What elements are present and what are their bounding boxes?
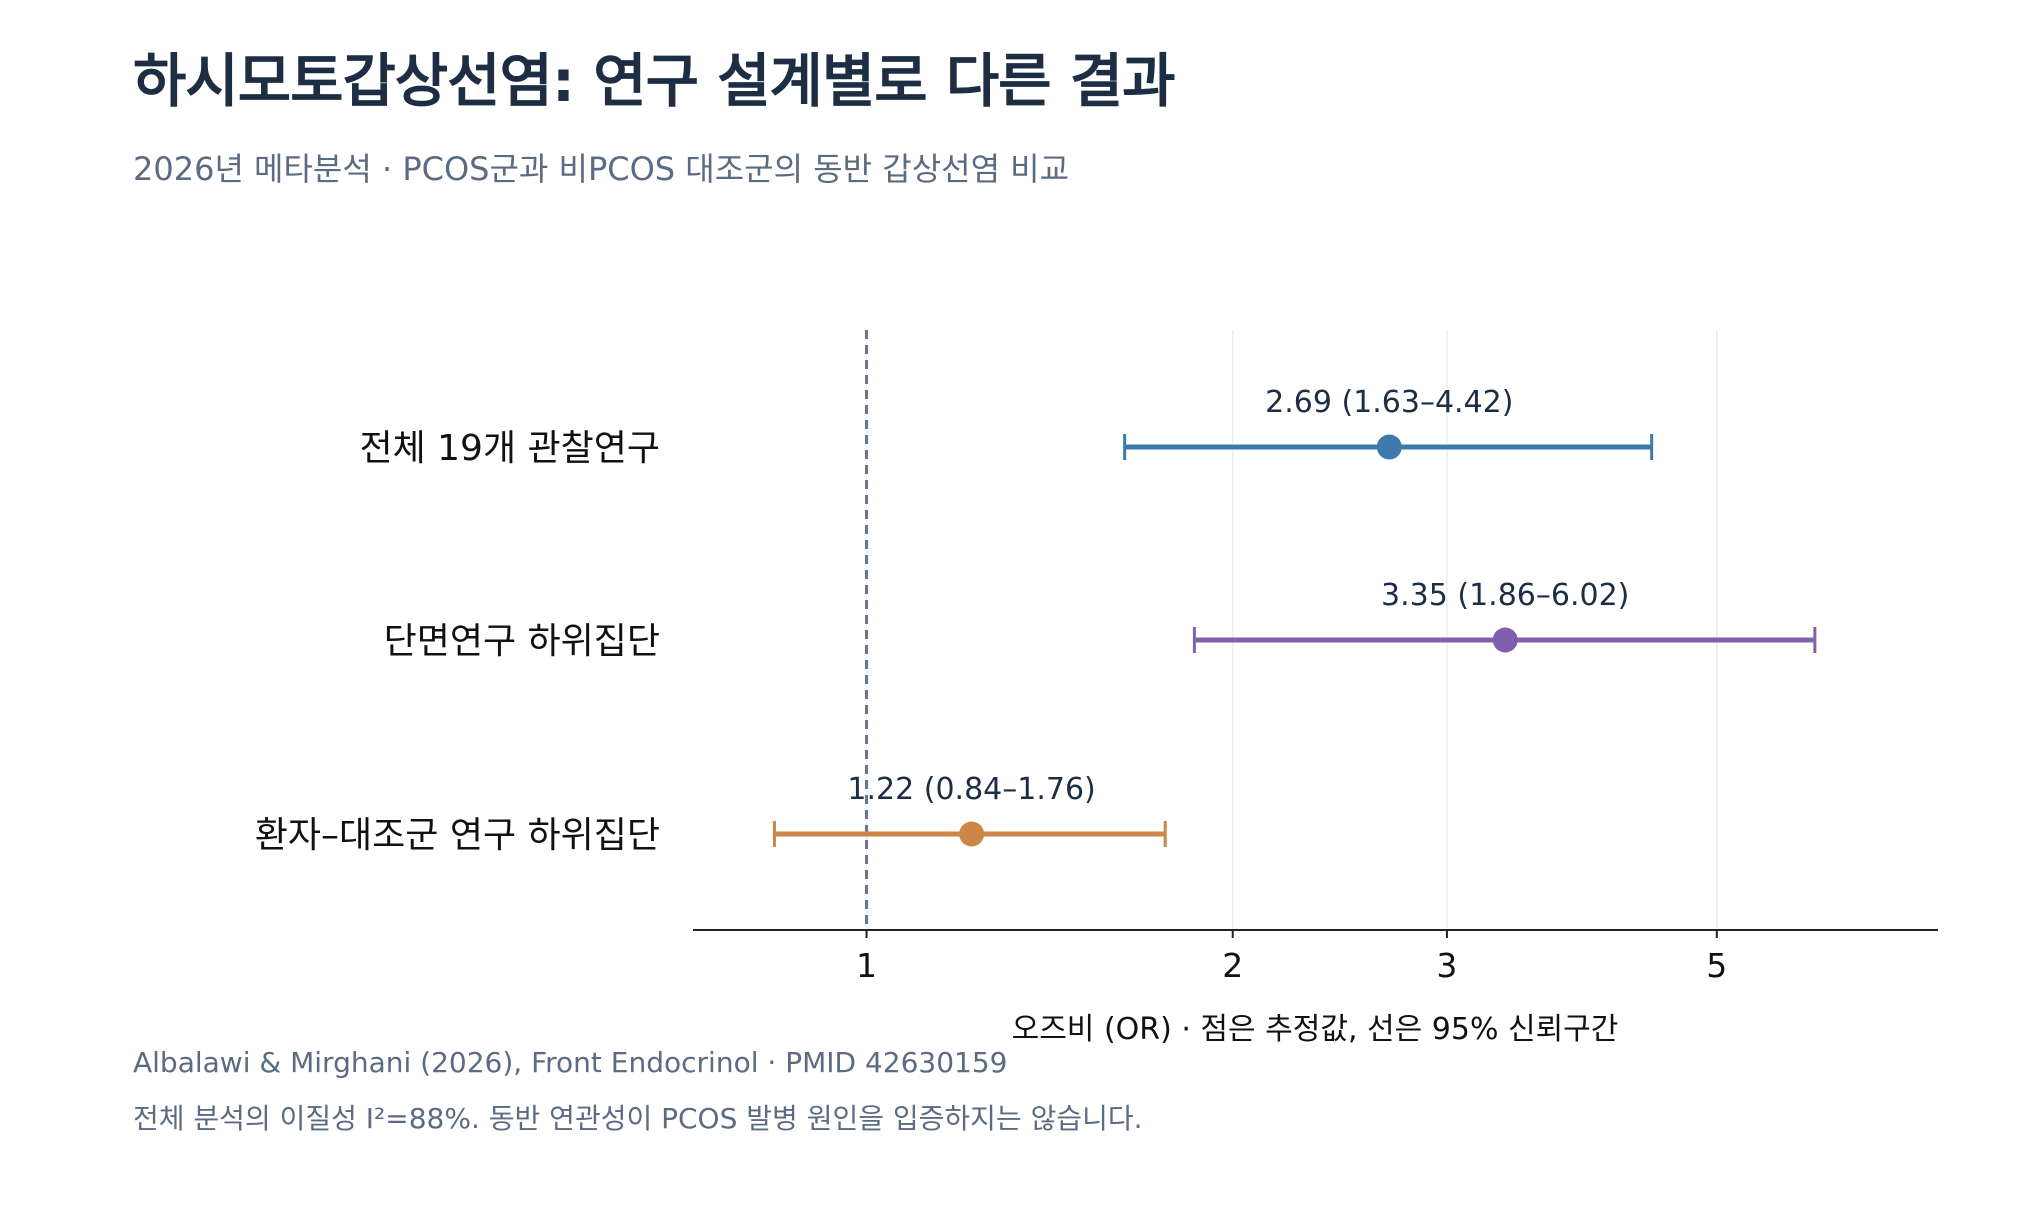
x-tick-label: 3 <box>1436 946 1457 985</box>
ci-value-label: 3.35 (1.86–6.02) <box>1381 578 1629 613</box>
estimate-point <box>1376 434 1402 460</box>
x-axis-title: 오즈비 (OR) · 점은 추정값, 선은 95% 신뢰구간 <box>1012 1012 1619 1047</box>
chart-title: 하시모토갑상선염: 연구 설계별로 다른 결과 <box>133 47 1175 115</box>
chart-subtitle: 2026년 메타분석 · PCOS군과 비PCOS 대조군의 동반 갑상선염 비… <box>133 150 1070 188</box>
estimate-point <box>1492 627 1518 653</box>
row-label: 단면연구 하위집단 <box>384 621 660 662</box>
estimate-point <box>959 821 985 847</box>
row-label: 전체 19개 관찰연구 <box>359 428 660 469</box>
ci-value-label: 2.69 (1.63–4.42) <box>1265 385 1513 420</box>
x-tick-label: 5 <box>1706 946 1727 985</box>
x-tick-label: 1 <box>856 946 877 985</box>
ci-value-label: 1.22 (0.84–1.76) <box>847 772 1095 807</box>
row-label: 환자–대조군 연구 하위집단 <box>255 815 660 856</box>
source-citation: Albalawi & Mirghani (2026), Front Endocr… <box>133 1046 1008 1079</box>
x-tick-label: 2 <box>1222 946 1243 985</box>
footnote: 전체 분석의 이질성 I²=88%. 동반 연관성이 PCOS 발병 원인을 입… <box>133 1102 1143 1135</box>
